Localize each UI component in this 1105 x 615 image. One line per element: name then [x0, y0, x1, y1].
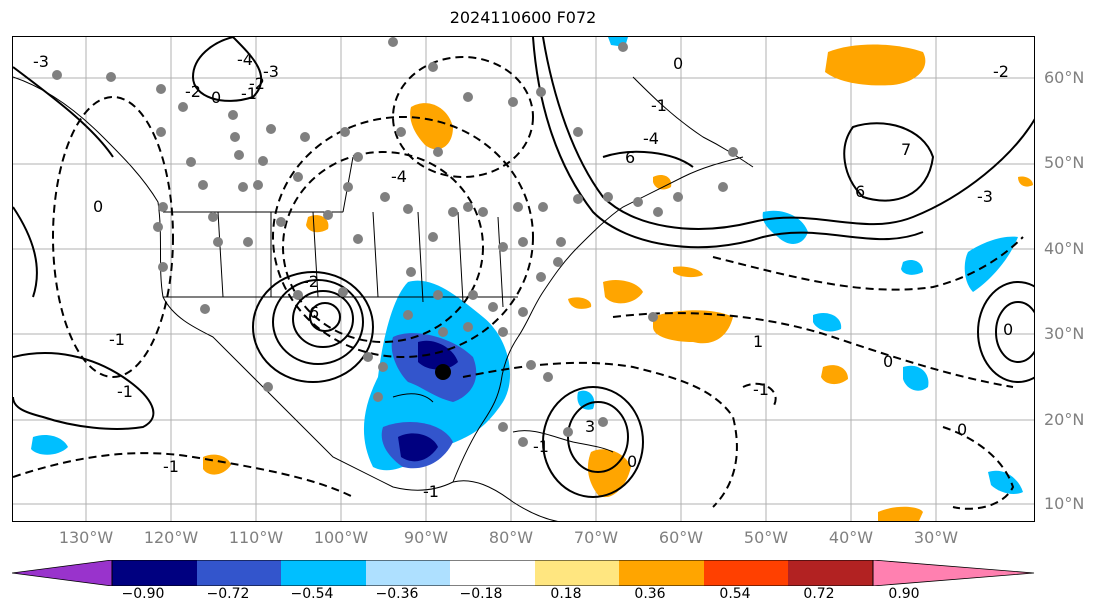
colorbar-tick: 0.90 — [888, 586, 920, 602]
colorbar-bin — [366, 560, 450, 586]
svg-text:0: 0 — [1003, 320, 1013, 339]
svg-text:0: 0 — [673, 54, 683, 73]
colorbar-frame — [111, 560, 874, 586]
lon-label-110w: 110°W — [228, 528, 284, 547]
lon-label-30w: 30°W — [913, 528, 959, 547]
colorbar-tick: 0.54 — [719, 586, 751, 602]
svg-text:7: 7 — [901, 140, 911, 159]
svg-text:6: 6 — [309, 303, 319, 322]
svg-text:-2: -2 — [249, 74, 265, 93]
svg-text:-4: -4 — [391, 167, 407, 186]
svg-text:-3: -3 — [977, 187, 993, 206]
lat-label-40n: 40°N — [1044, 239, 1085, 258]
colorbar — [12, 560, 1035, 586]
svg-text:-4: -4 — [643, 129, 659, 148]
lon-label-130w: 130°W — [58, 528, 114, 547]
svg-text:-2: -2 — [993, 62, 1009, 81]
svg-text:6: 6 — [625, 148, 635, 167]
lon-label-100w: 100°W — [313, 528, 369, 547]
colorbar-bin — [281, 560, 366, 586]
svg-text:3: 3 — [585, 417, 595, 436]
colorbar-tick: −0.18 — [459, 586, 503, 602]
lon-label-120w: 120°W — [143, 528, 199, 547]
lat-label-60n: 60°N — [1044, 68, 1085, 87]
colorbar-bin — [704, 560, 788, 586]
svg-text:1: 1 — [753, 332, 763, 351]
svg-text:0: 0 — [211, 88, 221, 107]
svg-text:-3: -3 — [33, 52, 49, 71]
map-canvas: -4 -3 -2 -1 0 -2 0 -1 -1 -4 -2 6 6 -4 6 … — [13, 37, 1034, 521]
lon-label-80w: 80°W — [488, 528, 534, 547]
colorbar-tick: −0.54 — [290, 586, 334, 602]
shaded-positive-areas — [203, 44, 1033, 521]
lon-label-40w: 40°W — [828, 528, 874, 547]
svg-text:0: 0 — [627, 452, 637, 471]
colorbar-tick: 0.18 — [550, 586, 582, 602]
svg-text:0: 0 — [883, 352, 893, 371]
svg-text:-2: -2 — [185, 82, 201, 101]
svg-text:-1: -1 — [117, 382, 133, 401]
svg-text:-1: -1 — [109, 330, 125, 349]
colorbar-tick: −0.72 — [206, 586, 250, 602]
solid-contours — [13, 37, 1034, 498]
colorbar-tick: 0.36 — [634, 586, 666, 602]
svg-text:0: 0 — [93, 197, 103, 216]
contour-labels: -4 -3 -2 -1 0 -2 0 -1 -1 -4 -2 6 6 -4 6 … — [33, 50, 1013, 501]
svg-text:-4: -4 — [237, 50, 253, 69]
svg-text:-1: -1 — [753, 380, 769, 399]
station-dots — [52, 37, 738, 447]
colorbar-tick: 0.72 — [803, 586, 835, 602]
svg-text:-1: -1 — [163, 457, 179, 476]
colorbar-bin — [619, 560, 704, 586]
colorbar-bin — [450, 560, 535, 586]
lon-label-70w: 70°W — [573, 528, 619, 547]
colorbar-bin — [112, 560, 197, 586]
lon-label-90w: 90°W — [403, 528, 449, 547]
svg-text:-1: -1 — [241, 84, 257, 103]
colorbar-bin — [197, 560, 281, 586]
shaded-negative-areas — [31, 37, 1023, 495]
dashed-contours — [13, 56, 1024, 510]
lat-label-30n: 30°N — [1044, 324, 1085, 343]
lat-label-10n: 10°N — [1044, 494, 1085, 513]
lon-label-60w: 60°W — [658, 528, 704, 547]
colorbar-bin — [535, 560, 619, 586]
colorbar-tick: −0.36 — [375, 586, 419, 602]
svg-text:-1: -1 — [651, 96, 667, 115]
svg-text:6: 6 — [855, 182, 865, 201]
colorbar-extend-low — [12, 560, 113, 586]
lon-label-50w: 50°W — [743, 528, 789, 547]
map-title: 2024110600 F072 — [449, 8, 597, 27]
svg-text:-3: -3 — [263, 62, 279, 81]
svg-text:-2: -2 — [303, 272, 319, 291]
svg-text:0: 0 — [957, 420, 967, 439]
map-panel: -4 -3 -2 -1 0 -2 0 -1 -1 -4 -2 6 6 -4 6 … — [12, 36, 1035, 522]
lat-label-20n: 20°N — [1044, 410, 1085, 429]
svg-text:-1: -1 — [533, 437, 549, 456]
colorbar-tick: −0.90 — [121, 586, 165, 602]
lat-label-50n: 50°N — [1044, 153, 1085, 172]
colorbar-extend-high — [872, 560, 1035, 586]
svg-text:-1: -1 — [423, 482, 439, 501]
center-marker — [435, 364, 451, 380]
colorbar-bin — [788, 560, 873, 586]
